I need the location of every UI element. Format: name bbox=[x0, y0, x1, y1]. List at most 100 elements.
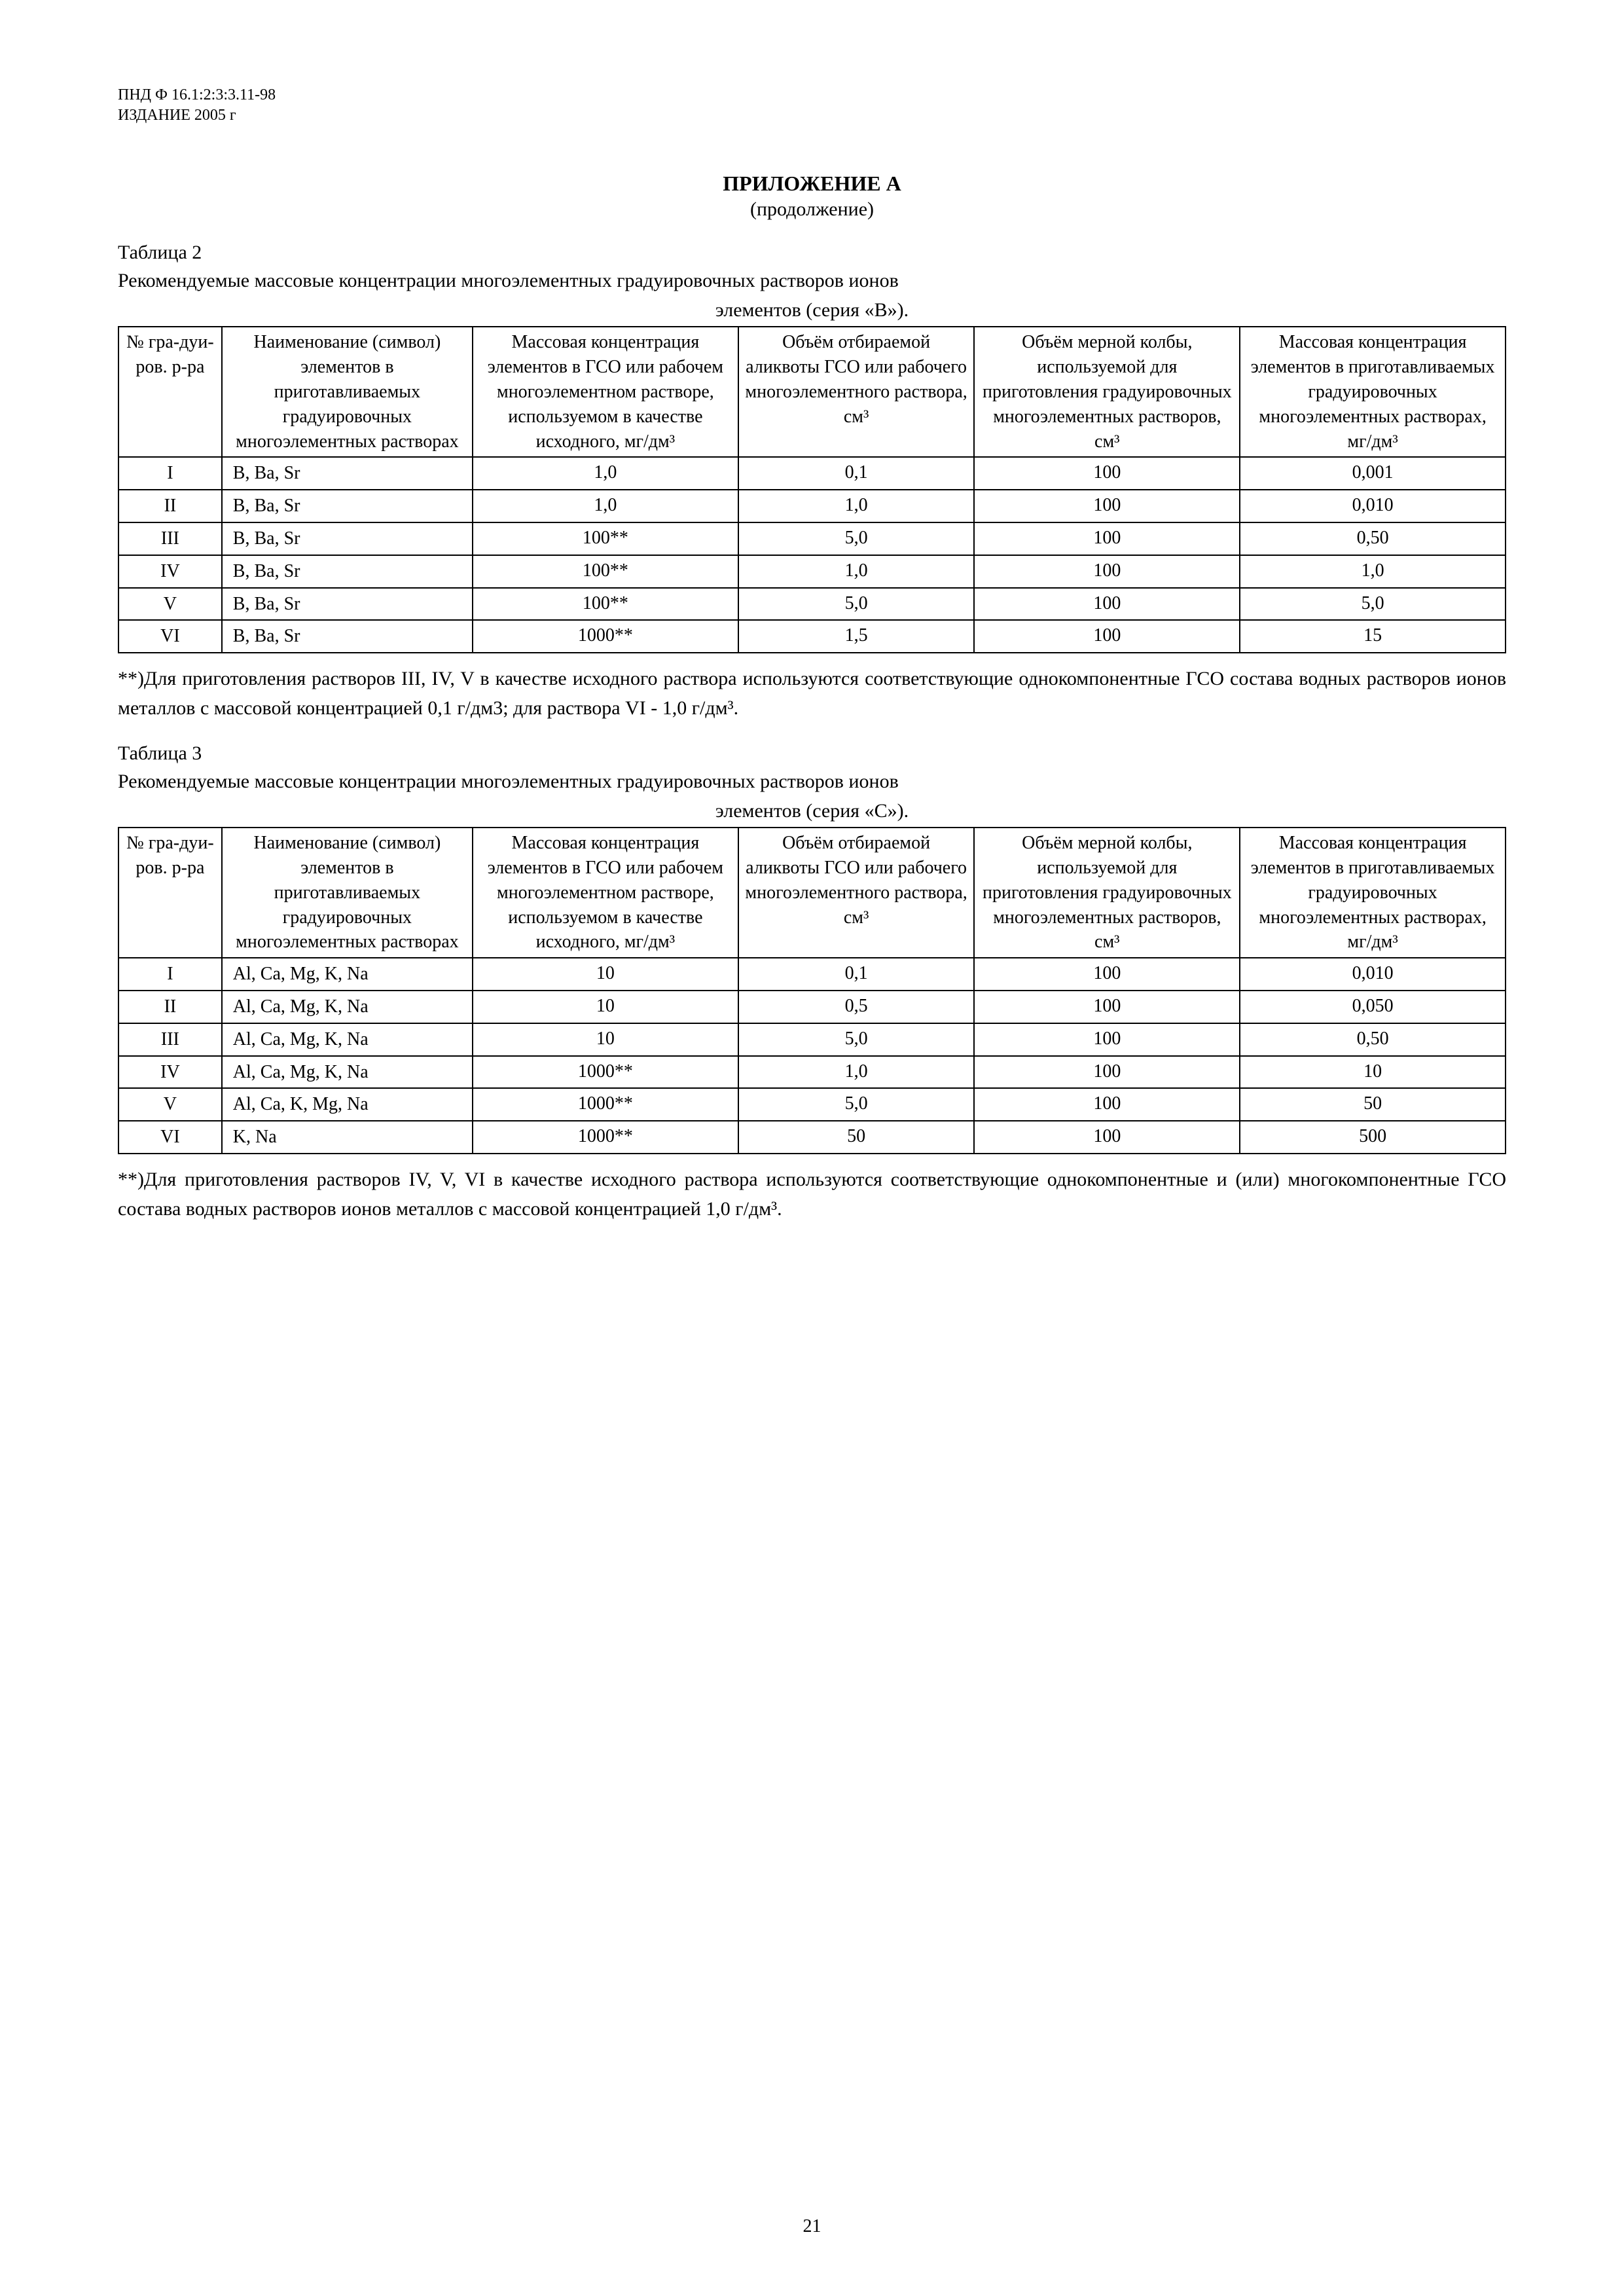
table3-cell: K, Na bbox=[222, 1121, 473, 1154]
table2-cell: 1,5 bbox=[738, 620, 975, 653]
table3-row: IIIAl, Ca, Mg, K, Na105,01000,50 bbox=[118, 1023, 1506, 1056]
table3-cell: 10 bbox=[1240, 1056, 1506, 1089]
table3-cell: Al, Ca, Mg, K, Na bbox=[222, 1056, 473, 1089]
table2-cell: 5,0 bbox=[738, 522, 975, 555]
table3-cell: 50 bbox=[1240, 1088, 1506, 1121]
table2-cell: 15 bbox=[1240, 620, 1506, 653]
table2-caption-line1: Рекомендуемые массовые концентрации мног… bbox=[118, 268, 1506, 295]
table3-cell: 100 bbox=[974, 1056, 1240, 1089]
table3-cell: 0,010 bbox=[1240, 958, 1506, 991]
table3-row: IAl, Ca, Mg, K, Na100,11000,010 bbox=[118, 958, 1506, 991]
table3-h0: № гра-дуи-ров. р-ра bbox=[118, 828, 222, 958]
table3-cell: I bbox=[118, 958, 222, 991]
table3-caption-line1: Рекомендуемые массовые концентрации мног… bbox=[118, 769, 1506, 795]
table2-cell: 0,50 bbox=[1240, 522, 1506, 555]
table3-cell: 100 bbox=[974, 1023, 1240, 1056]
table3-cell: 1000** bbox=[473, 1088, 738, 1121]
table2-caption-line2: элементов (серия «B»). bbox=[118, 297, 1506, 324]
table3-cell: Al, Ca, Mg, K, Na bbox=[222, 991, 473, 1023]
table3-footnote: **)Для приготовления растворов IV, V, VI… bbox=[118, 1165, 1506, 1224]
table2-cell: IV bbox=[118, 555, 222, 588]
table3-cell: III bbox=[118, 1023, 222, 1056]
table2-cell: 1,0 bbox=[473, 457, 738, 490]
table3-cell: 1000** bbox=[473, 1056, 738, 1089]
table2-cell: 0,1 bbox=[738, 457, 975, 490]
table2-cell: 100 bbox=[974, 522, 1240, 555]
table2-h5: Массовая концентрация элементов в пригот… bbox=[1240, 327, 1506, 457]
table2-cell: 1,0 bbox=[738, 490, 975, 522]
table2-cell: 1,0 bbox=[738, 555, 975, 588]
table2-cell: 1,0 bbox=[473, 490, 738, 522]
table2-label: Таблица 2 bbox=[118, 242, 1506, 264]
table3-cell: Al, Ca, Mg, K, Na bbox=[222, 958, 473, 991]
table2-cell: III bbox=[118, 522, 222, 555]
doc-code: ПНД Ф 16.1:2:3:3.11-98 bbox=[118, 85, 1506, 105]
table3-cell: 0,050 bbox=[1240, 991, 1506, 1023]
table2-cell: 100** bbox=[473, 588, 738, 621]
table3-cell: 100 bbox=[974, 1088, 1240, 1121]
table3-cell: IV bbox=[118, 1056, 222, 1089]
table3-cell: Al, Ca, Mg, K, Na bbox=[222, 1023, 473, 1056]
appendix-title: ПРИЛОЖЕНИЕ А bbox=[118, 172, 1506, 196]
table2-cell: 5,0 bbox=[1240, 588, 1506, 621]
table3-cell: 100 bbox=[974, 1121, 1240, 1154]
table3-h2: Массовая концентрация элементов в ГСО ил… bbox=[473, 828, 738, 958]
table2-row: VB, Ba, Sr100**5,01005,0 bbox=[118, 588, 1506, 621]
table3-cell: VI bbox=[118, 1121, 222, 1154]
table2-cell: 1,0 bbox=[1240, 555, 1506, 588]
table3-cell: 10 bbox=[473, 991, 738, 1023]
table2-cell: 1000** bbox=[473, 620, 738, 653]
table3-h5: Массовая концентрация элементов в пригот… bbox=[1240, 828, 1506, 958]
table3-label: Таблица 3 bbox=[118, 742, 1506, 765]
table2-h0: № гра-дуи-ров. р-ра bbox=[118, 327, 222, 457]
table2-footnote: **)Для приготовления растворов III, IV, … bbox=[118, 664, 1506, 723]
table2-cell: B, Ba, Sr bbox=[222, 490, 473, 522]
table3-h3: Объём отбираемой аликвоты ГСО или рабоче… bbox=[738, 828, 975, 958]
table3-row: VIK, Na1000**50100500 bbox=[118, 1121, 1506, 1154]
table2-h1: Наименование (символ) элементов в пригот… bbox=[222, 327, 473, 457]
table2-row: IB, Ba, Sr1,00,11000,001 bbox=[118, 457, 1506, 490]
page: ПНД Ф 16.1:2:3:3.11-98 ИЗДАНИЕ 2005 г ПР… bbox=[0, 0, 1624, 2296]
table3-cell: 1000** bbox=[473, 1121, 738, 1154]
page-number: 21 bbox=[0, 2216, 1624, 2237]
table2-row: IIB, Ba, Sr1,01,01000,010 bbox=[118, 490, 1506, 522]
table2-cell: 100 bbox=[974, 620, 1240, 653]
table2-cell: 100 bbox=[974, 490, 1240, 522]
table3-cell: 0,50 bbox=[1240, 1023, 1506, 1056]
table3-cell: 100 bbox=[974, 991, 1240, 1023]
table2-cell: B, Ba, Sr bbox=[222, 588, 473, 621]
table3-cell: Al, Ca, K, Mg, Na bbox=[222, 1088, 473, 1121]
table2-row: IIIB, Ba, Sr100**5,01000,50 bbox=[118, 522, 1506, 555]
table2-cell: 5,0 bbox=[738, 588, 975, 621]
table2-body: IB, Ba, Sr1,00,11000,001IIB, Ba, Sr1,01,… bbox=[118, 457, 1506, 653]
table3-cell: 50 bbox=[738, 1121, 975, 1154]
table2-h4: Объём мерной колбы, используемой для при… bbox=[974, 327, 1240, 457]
table2-cell: VI bbox=[118, 620, 222, 653]
table3-row: IVAl, Ca, Mg, K, Na1000**1,010010 bbox=[118, 1056, 1506, 1089]
table3-cell: 5,0 bbox=[738, 1088, 975, 1121]
appendix-subtitle: (продолжение) bbox=[118, 198, 1506, 221]
table3-h1: Наименование (символ) элементов в пригот… bbox=[222, 828, 473, 958]
table2-cell: 100 bbox=[974, 457, 1240, 490]
table3-row: IIAl, Ca, Mg, K, Na100,51000,050 bbox=[118, 991, 1506, 1023]
table2-row: VIB, Ba, Sr1000**1,510015 bbox=[118, 620, 1506, 653]
table3-cell: 10 bbox=[473, 1023, 738, 1056]
table2-h2: Массовая концентрация элементов в ГСО ил… bbox=[473, 327, 738, 457]
table2-cell: 0,001 bbox=[1240, 457, 1506, 490]
table3-cell: 1,0 bbox=[738, 1056, 975, 1089]
table3-cell: 10 bbox=[473, 958, 738, 991]
table2-cell: 100 bbox=[974, 588, 1240, 621]
table2: № гра-дуи-ров. р-ра Наименование (символ… bbox=[118, 326, 1506, 653]
table3-cell: 0,1 bbox=[738, 958, 975, 991]
table3-head: № гра-дуи-ров. р-ра Наименование (символ… bbox=[118, 828, 1506, 958]
table2-cell: B, Ba, Sr bbox=[222, 555, 473, 588]
table2-cell: V bbox=[118, 588, 222, 621]
table3-h4: Объём мерной колбы, используемой для при… bbox=[974, 828, 1240, 958]
table2-head: № гра-дуи-ров. р-ра Наименование (символ… bbox=[118, 327, 1506, 457]
table3-row: VAl, Ca, K, Mg, Na1000**5,010050 bbox=[118, 1088, 1506, 1121]
table3-cell: V bbox=[118, 1088, 222, 1121]
table3-body: IAl, Ca, Mg, K, Na100,11000,010IIAl, Ca,… bbox=[118, 958, 1506, 1154]
table2-cell: 0,010 bbox=[1240, 490, 1506, 522]
table3-caption-line2: элементов (серия «C»). bbox=[118, 798, 1506, 825]
table2-cell: 100 bbox=[974, 555, 1240, 588]
